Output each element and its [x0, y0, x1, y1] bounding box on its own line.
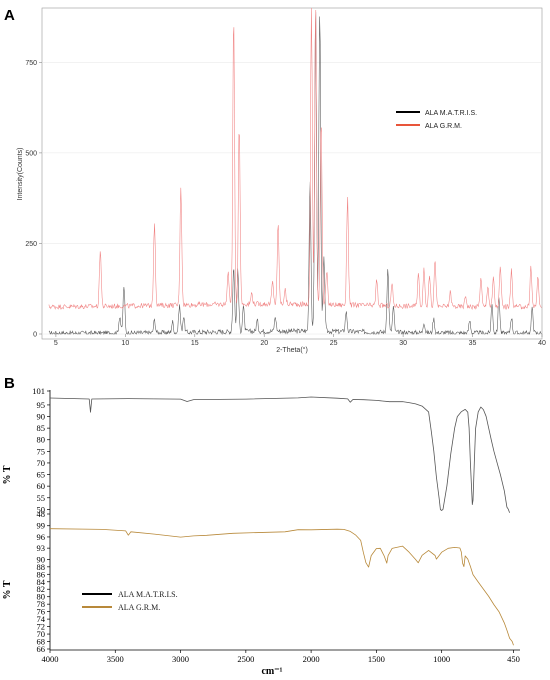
y-tick-label-b: 90	[37, 554, 46, 564]
plot-frame-a	[41, 7, 543, 340]
xrd-series-line-grm	[48, 7, 542, 310]
x-tick-label-b: 450	[507, 654, 520, 664]
legend-b-label-grm: ALA G.R.M.	[118, 603, 160, 612]
y-tick-label-b: 48	[37, 509, 46, 519]
y-tick-label-b: 68	[37, 637, 46, 647]
y-tick-label-b: 60	[37, 481, 46, 491]
x-tick-label-b: 1500	[368, 654, 385, 664]
y-tick-label-b: 72	[37, 622, 46, 632]
y-tick-label-b: 74	[37, 614, 46, 624]
y-tick-label-a: 0	[33, 332, 37, 339]
ftir-series-line-matris	[49, 396, 510, 513]
legend-b: ALA M.A.T.R.I.S. ALA G.R.M.	[82, 590, 178, 612]
y-tick-label-b: 96	[37, 532, 46, 542]
x-tick-label-b: 2500	[237, 654, 254, 664]
y-tick-label-b: 65	[37, 470, 46, 480]
xrd-series-line-matris	[48, 12, 542, 336]
x-tick-label-b: 2000	[303, 654, 320, 664]
y-tick-label-b: 85	[37, 423, 46, 433]
x-tick-label-b: 3000	[172, 654, 189, 664]
x-tick-label-a: 15	[191, 340, 199, 347]
y-tick-label-b: 76	[37, 607, 46, 617]
y-tick-label-b: 75	[37, 446, 46, 456]
y-tick-label-b: 95	[37, 400, 46, 410]
legend-b-label-matris: ALA M.A.T.R.I.S.	[118, 590, 178, 599]
panel-b-letter: B	[4, 375, 15, 392]
y-tick-label-b: 70	[37, 629, 46, 639]
y-tick-label-b: 50	[37, 504, 46, 514]
y-tick-label-b: 80	[37, 435, 46, 445]
y-tick-label-b: 93	[37, 543, 46, 553]
y-tick-label-b: 78	[37, 599, 46, 609]
ftir-panel: 4000 3500 3000 2500 2000 1500 1000 450101959085…	[2, 386, 520, 677]
y-tick-label-a: 750	[25, 60, 37, 67]
x-tick-label-a: 40	[538, 340, 546, 347]
y-tick-label-a: 500	[25, 150, 37, 157]
legend-a: ALA M.A.T.R.I.S. ALA G.R.M.	[396, 110, 477, 130]
y-axis-title-b-top: % T	[2, 465, 13, 484]
x-tick-label-b: 1000	[433, 654, 450, 664]
y-tick-label-a: 250	[25, 241, 37, 248]
y-tick-label-b: 101	[32, 386, 45, 396]
x-tick-label-a: 30	[399, 340, 407, 347]
x-tick-label-a: 20	[260, 340, 268, 347]
ftir-series-line-grm	[49, 528, 514, 646]
y-axis-title-a: Intensity(Counts)	[17, 148, 24, 201]
x-tick-label-a: 25	[330, 340, 338, 347]
y-tick-label-b: 66	[37, 644, 46, 654]
x-tick-label-b: 4000	[42, 654, 59, 664]
y-axis-title-b-bottom: % T	[2, 580, 13, 599]
y-tick-label-b: 88	[37, 562, 46, 572]
x-tick-label-a: 10	[121, 340, 129, 347]
x-tick-label-a: 35	[469, 340, 477, 347]
y-tick-label-b: 70	[37, 458, 46, 468]
y-tick-label-b: 86	[37, 569, 46, 579]
y-tick-label-b: 55	[37, 493, 46, 503]
xrd-panel: 5 10 15 20 25 30 35 40 0 250 500 750 2-Theta(°) Int…	[17, 7, 546, 354]
y-tick-label-b: 99	[37, 521, 46, 531]
x-tick-label-b: 3500	[107, 654, 124, 664]
y-tick-label-b: 90	[37, 412, 46, 422]
x-axis-title-a: 2-Theta(°)	[276, 346, 308, 354]
panel-a-letter: A	[4, 7, 15, 24]
legend-a-label-grm: ALA G.R.M.	[425, 123, 462, 130]
x-axis-title-b: cm⁻¹	[261, 666, 282, 677]
y-tick-label-b: 80	[37, 592, 46, 602]
y-tick-label-b: 84	[37, 577, 46, 587]
y-tick-label-b: 82	[37, 584, 46, 594]
legend-a-label-matris: ALA M.A.T.R.I.S.	[425, 110, 477, 117]
x-tick-label-a: 5	[54, 340, 58, 347]
